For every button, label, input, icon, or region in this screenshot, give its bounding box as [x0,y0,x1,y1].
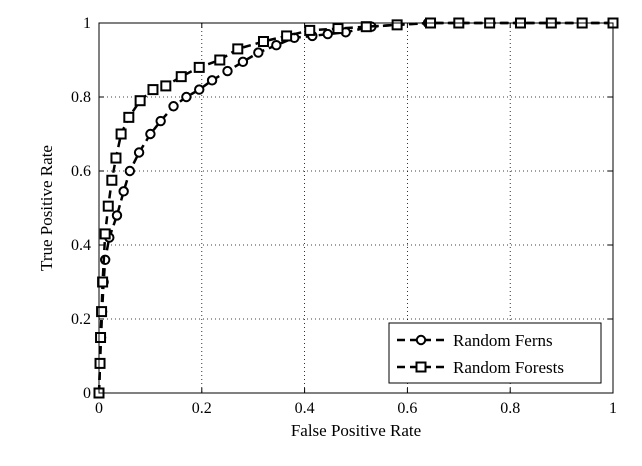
legend-label: Random Ferns [453,331,553,350]
legend-entry: Random Ferns [397,331,553,350]
circle-marker [237,56,249,68]
square-marker [232,43,244,55]
series-line [97,21,613,394]
square-marker [99,228,111,240]
circle-marker [124,165,136,177]
x-tick-label: 1 [609,400,617,417]
square-marker [102,200,114,212]
legend-items: Random Ferns Random Forests [397,331,564,377]
square-marker [332,23,344,35]
y-tick-label: 0.8 [71,89,91,106]
legend: Random Ferns Random Forests [388,322,602,384]
square-marker [193,61,205,73]
circle-marker [322,28,333,40]
square-marker [391,19,403,31]
y-tick-label: 0.6 [71,163,91,180]
square-marker [94,357,106,369]
y-tick-label: 0.2 [71,311,91,328]
x-tick-label: 0.2 [192,400,212,417]
square-marker [304,24,316,36]
square-marker [160,80,172,92]
circle-marker [206,75,218,86]
square-marker [97,276,109,288]
square-marker [123,111,135,123]
square-marker [96,306,108,318]
x-tick-label: 0.6 [397,400,417,417]
circle-marker [111,210,123,221]
circle-marker [118,186,129,197]
circle-marker [133,147,145,158]
square-marker [106,174,118,186]
circle-marker [155,115,166,127]
circle-marker [181,91,192,103]
circle-marker [222,65,233,77]
square-marker [175,71,187,83]
square-marker [281,30,293,42]
tick-layer: 0 0.2 0.4 0.6 0.8 1 0 0.2 0.4 0.6 0.8 1 [71,15,617,417]
legend-label: Random Forests [453,358,564,377]
square-marker [134,95,146,107]
x-tick-label: 0 [95,400,103,417]
y-tick-label: 0 [83,385,91,402]
y-axis-title: True Positive Rate [37,145,56,271]
square-marker [95,332,107,343]
y-tick-label: 1 [83,15,91,32]
circle-marker [415,334,427,346]
square-marker [257,36,269,47]
square-marker [110,152,122,164]
x-axis-title: False Positive Rate [291,421,421,440]
y-tick-label: 0.4 [71,237,91,254]
x-tick-label: 0.4 [295,400,315,417]
legend-entry: Random Forests [397,358,564,377]
plot-frame [98,22,614,394]
circle-marker [271,40,282,51]
circle-marker [253,47,264,58]
legend-box [388,322,602,384]
circle-marker [194,84,205,95]
circle-marker [168,101,179,112]
square-marker [214,54,226,66]
square-marker [360,21,372,33]
square-marker [415,361,427,373]
x-tick-label: 0.8 [500,400,520,417]
square-marker [147,84,159,96]
circle-marker [145,128,156,140]
square-marker [115,128,127,140]
